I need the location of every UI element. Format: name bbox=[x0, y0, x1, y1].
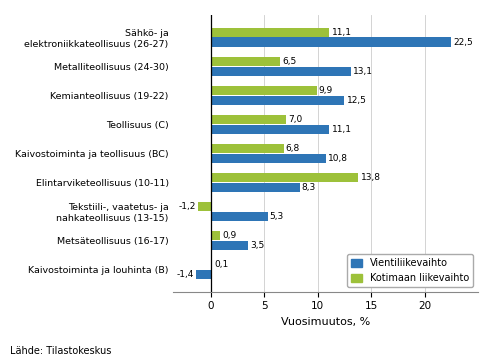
Text: 12,5: 12,5 bbox=[347, 96, 366, 105]
Bar bbox=[211, 125, 329, 134]
Text: 22,5: 22,5 bbox=[454, 37, 473, 46]
Text: Lähde: Tilastokeskus: Lähde: Tilastokeskus bbox=[10, 346, 111, 356]
Text: 0,9: 0,9 bbox=[223, 231, 237, 240]
Text: 13,1: 13,1 bbox=[353, 67, 373, 76]
Bar bbox=[211, 183, 300, 192]
Bar bbox=[211, 241, 248, 250]
Text: 3,5: 3,5 bbox=[250, 241, 265, 250]
Text: -1,2: -1,2 bbox=[178, 202, 196, 211]
X-axis label: Vuosimuutos, %: Vuosimuutos, % bbox=[281, 317, 370, 327]
Text: 11,1: 11,1 bbox=[332, 125, 352, 134]
Text: 11,1: 11,1 bbox=[332, 28, 352, 37]
Bar bbox=[211, 260, 212, 269]
Bar bbox=[211, 231, 220, 240]
Legend: Vientiliikevaihto, Kotimaan liikevaihto: Vientiliikevaihto, Kotimaan liikevaihto bbox=[347, 254, 473, 287]
Bar bbox=[198, 202, 211, 211]
Bar bbox=[211, 173, 358, 182]
Text: 6,8: 6,8 bbox=[285, 144, 300, 153]
Bar bbox=[211, 154, 326, 163]
Bar bbox=[211, 37, 451, 47]
Bar bbox=[211, 28, 329, 37]
Text: 13,8: 13,8 bbox=[360, 173, 381, 182]
Bar bbox=[211, 115, 285, 124]
Text: 0,1: 0,1 bbox=[214, 260, 228, 269]
Bar bbox=[211, 144, 283, 153]
Text: 8,3: 8,3 bbox=[302, 183, 316, 192]
Bar bbox=[211, 212, 268, 221]
Text: 6,5: 6,5 bbox=[282, 57, 297, 66]
Text: 9,9: 9,9 bbox=[319, 86, 333, 95]
Bar bbox=[196, 270, 211, 279]
Bar bbox=[211, 67, 351, 76]
Text: -1,4: -1,4 bbox=[176, 270, 194, 279]
Bar bbox=[211, 57, 281, 66]
Text: 7,0: 7,0 bbox=[288, 115, 302, 124]
Bar bbox=[211, 86, 317, 95]
Bar bbox=[211, 95, 345, 105]
Text: 10,8: 10,8 bbox=[328, 154, 349, 163]
Text: 5,3: 5,3 bbox=[270, 212, 284, 221]
